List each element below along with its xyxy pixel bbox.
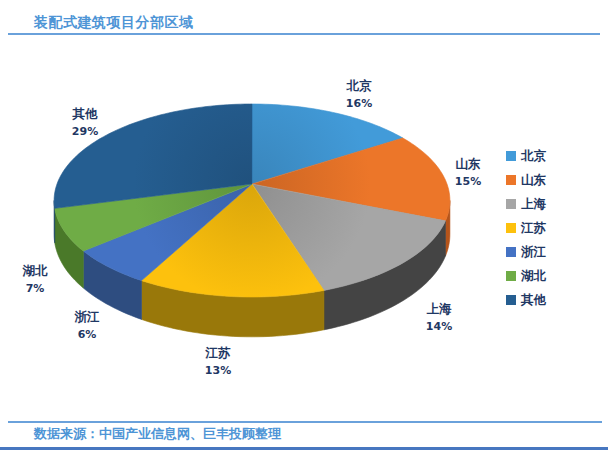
slice-label-hubei: 湖北7%: [23, 262, 48, 298]
legend-swatch-zhejiang: [506, 247, 516, 257]
legend-item-hubei: 湖北: [506, 264, 546, 288]
legend-swatch-hubei: [506, 271, 516, 281]
legend-item-shanghai: 上海: [506, 192, 546, 216]
chart-legend: 北京山东上海江苏浙江湖北其他: [506, 144, 546, 312]
legend-label-shandong: 山东: [521, 172, 546, 189]
legend-swatch-shandong: [506, 175, 516, 185]
slice-label-zhejiang: 浙江6%: [75, 308, 100, 344]
legend-item-jiangsu: 江苏: [506, 216, 546, 240]
slice-label-other: 其他29%: [72, 105, 98, 141]
slice-label-shanghai: 上海14%: [426, 300, 452, 336]
legend-label-other: 其他: [521, 292, 546, 309]
legend-item-beijing: 北京: [506, 144, 546, 168]
slice-label-beijing: 北京16%: [346, 77, 372, 113]
legend-item-other: 其他: [506, 288, 546, 312]
legend-swatch-beijing: [506, 151, 516, 161]
footer-divider-bottom: [0, 447, 608, 450]
legend-swatch-other: [506, 295, 516, 305]
legend-label-zhejiang: 浙江: [521, 244, 546, 261]
legend-label-hubei: 湖北: [521, 268, 546, 285]
data-source-text: 数据来源：中国产业信息网、巨丰投顾整理: [34, 425, 281, 443]
legend-item-zhejiang: 浙江: [506, 240, 546, 264]
legend-label-beijing: 北京: [521, 148, 546, 165]
slice-label-shandong: 山东15%: [455, 155, 481, 191]
legend-label-jiangsu: 江苏: [521, 220, 546, 237]
chart-page: { "title": "装配式建筑项目分部区域", "footer": { "s…: [0, 0, 608, 454]
legend-item-shandong: 山东: [506, 168, 546, 192]
legend-swatch-shanghai: [506, 199, 516, 209]
legend-swatch-jiangsu: [506, 223, 516, 233]
slice-label-jiangsu: 江苏13%: [205, 344, 231, 380]
footer-divider-top: [8, 421, 602, 423]
legend-label-shanghai: 上海: [521, 196, 546, 213]
